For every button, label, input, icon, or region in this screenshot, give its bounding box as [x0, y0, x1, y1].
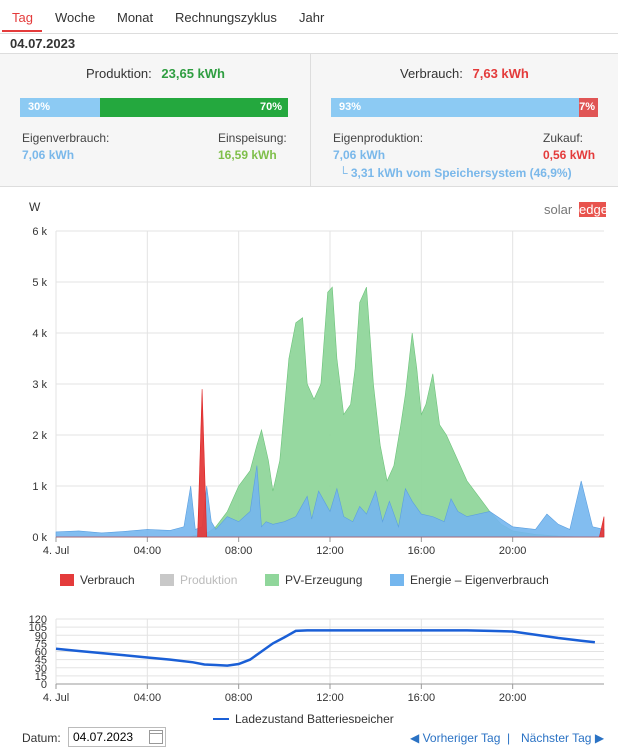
power-xtick-label: 12:00 [316, 545, 344, 557]
production-label: Produktion: [86, 66, 152, 81]
battery-xtick-label: 16:00 [408, 692, 436, 704]
next-day-label: Nächster Tag [521, 731, 592, 745]
previous-day-button[interactable]: ◀ Vorheriger Tag [410, 731, 500, 745]
legend-item-consumption[interactable]: Verbrauch [60, 573, 135, 587]
battery-ytick-label: 120 [29, 614, 47, 626]
power-xtick-label: 08:00 [225, 545, 253, 557]
battery-xtick-label: 4. Jul [43, 692, 69, 704]
power-axis-label: W [29, 200, 41, 214]
battery-ytick-label: 60 [35, 647, 47, 659]
area-pv-erzeugung [56, 286, 604, 538]
legend-item-production[interactable]: Produktion [160, 573, 237, 587]
energy-summary [0, 53, 618, 187]
solaredge-logo-badge [579, 202, 606, 217]
previous-day-label: Vorheriger Tag [422, 731, 501, 745]
consumption-bar: 93% 7% [331, 98, 598, 117]
battery-ytick-label: 90 [35, 630, 47, 642]
summary-divider [310, 53, 311, 186]
battery-xtick-label: 04:00 [134, 692, 162, 704]
tab-billing-cycle[interactable]: Rechnungszyklus [175, 10, 277, 25]
battery-contribution-note: └ 3,31 kWh vom Speichersystem (46,9%) [339, 166, 572, 180]
legend-swatch-production [160, 574, 174, 586]
production-value: 23,65 kWh [161, 66, 225, 81]
triangle-left-icon: ◀ [410, 731, 420, 745]
own-production-value: 7,06 kWh [333, 148, 386, 162]
power-xtick-label: 16:00 [408, 545, 436, 557]
consumption-value: 7,63 kWh [472, 66, 529, 81]
solaredge-logo-edge: edge [579, 202, 608, 217]
power-ytick-label: 4 k [32, 328, 47, 340]
battery-ytick-label: 15 [35, 671, 47, 683]
feed-in-label: Einspeisung: [218, 131, 287, 145]
battery-ytick-label: 105 [29, 622, 47, 634]
legend-label-production: Produktion [180, 573, 238, 587]
production-self-pct: 30% [28, 101, 51, 113]
legend-swatch-self-consumption [390, 574, 404, 586]
date-picker-input[interactable] [68, 727, 166, 747]
consumption-own-fill [331, 98, 580, 117]
legend-item-pv[interactable]: PV-Erzeugung [265, 573, 362, 587]
battery-ytick-label: 75 [35, 638, 47, 650]
power-ytick-label: 6 k [32, 226, 47, 238]
battery-xtick-label: 12:00 [316, 692, 344, 704]
own-production-label: Eigenproduktion: [333, 131, 424, 145]
consumption-label: Verbrauch: [400, 66, 463, 81]
production-feed-pct: 70% [259, 101, 282, 113]
power-ytick-label: 3 k [32, 379, 47, 391]
area-energie-eigenverbrauch [55, 465, 605, 538]
legend-swatch-pv [265, 574, 279, 586]
production-bar: 30% 70% [20, 98, 288, 117]
battery-ytick-label: 0 [41, 679, 47, 691]
battery-ytick-label: 30 [35, 663, 47, 675]
production-header: Produktion: 23,65 kWh [86, 66, 225, 81]
nav-separator: | [507, 731, 511, 745]
power-ytick-label: 0 k [32, 532, 47, 544]
battery-xtick-label: 20:00 [499, 692, 527, 704]
legend-swatch-consumption [60, 574, 74, 586]
purchase-value: 0,56 kWh [543, 148, 596, 162]
production-self-fill [20, 98, 101, 117]
date-picker-label: Datum: [22, 731, 61, 745]
area-verbrauch [56, 389, 605, 538]
selected-date: 04.07.2023 [10, 36, 76, 51]
next-day-button[interactable]: Nächster Tag ▶ [521, 731, 604, 745]
power-xtick-label: 4. Jul [43, 545, 69, 557]
tab-year[interactable]: Jahr [299, 10, 325, 25]
legend-item-self-consumption[interactable]: Energie – Eigenverbrauch [390, 573, 549, 587]
power-ytick-label: 5 k [32, 277, 47, 289]
triangle-right-icon: ▶ [594, 731, 605, 745]
self-consumption-label: Eigenverbrauch: [22, 131, 110, 145]
tab-month[interactable]: Monat [117, 10, 154, 25]
power-xtick-label: 20:00 [499, 545, 527, 557]
battery-soc-line [55, 629, 596, 667]
legend-label-consumption: Verbrauch [80, 573, 135, 587]
tab-day[interactable]: Tag [12, 10, 33, 25]
feed-in-value: 16,59 kWh [218, 148, 277, 162]
power-xtick-label: 04:00 [134, 545, 162, 557]
legend-label-self-consumption: Energie – Eigenverbrauch [410, 573, 549, 587]
consumption-own-pct: 93% [339, 101, 362, 113]
period-tabs: Tag Woche Monat Rechnungszyklus Jahr [0, 0, 618, 34]
calendar-icon[interactable] [149, 730, 163, 744]
power-ytick-label: 2 k [32, 430, 47, 442]
battery-legend-label[interactable]: Ladezustand Batteriespeicher [235, 712, 394, 723]
consumption-header: Verbrauch: 7,63 kWh [400, 66, 529, 81]
power-ytick-label: 1 k [32, 481, 47, 493]
battery-xtick-label: 08:00 [225, 692, 253, 704]
active-tab-indicator [2, 30, 42, 32]
legend-label-pv: PV-Erzeugung [285, 573, 363, 587]
consumption-buy-pct: 7% [579, 101, 595, 113]
tab-week[interactable]: Woche [55, 10, 96, 25]
battery-ytick-label: 45 [35, 655, 47, 667]
purchase-label: Zukauf: [543, 131, 584, 145]
self-consumption-value: 7,06 kWh [22, 148, 75, 162]
